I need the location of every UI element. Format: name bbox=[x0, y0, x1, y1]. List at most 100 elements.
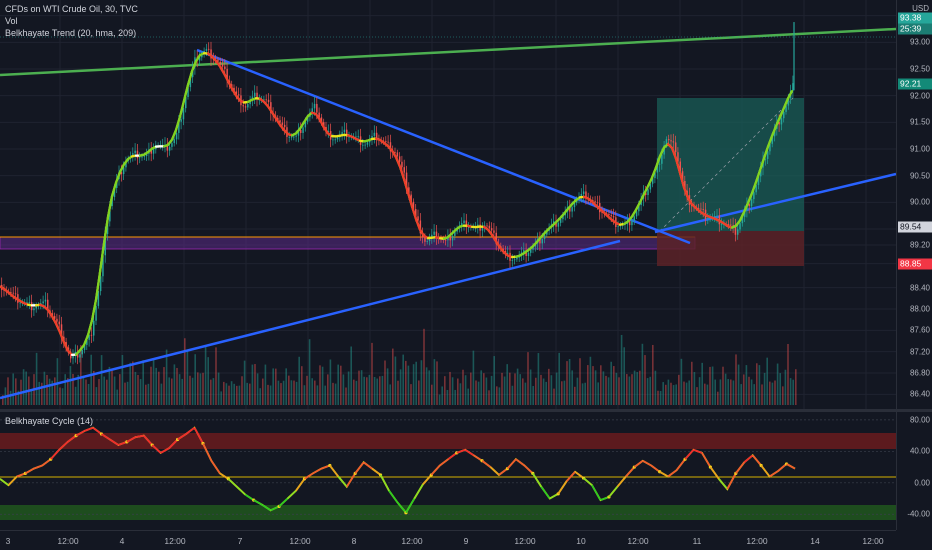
panel-separator[interactable] bbox=[0, 409, 932, 412]
candle-body bbox=[10, 292, 12, 293]
volume-bar bbox=[730, 379, 732, 405]
volume-bar bbox=[581, 383, 584, 405]
ascending-trendline-right[interactable] bbox=[654, 172, 896, 234]
candle-body bbox=[346, 129, 348, 137]
volume-bar bbox=[566, 361, 568, 405]
volume-bar bbox=[761, 384, 763, 405]
candle-body bbox=[631, 220, 633, 226]
volume-bar bbox=[683, 381, 685, 405]
volume-bar bbox=[610, 361, 612, 405]
volume-bar bbox=[142, 360, 144, 405]
candle-body bbox=[417, 216, 419, 221]
main-price-chart[interactable] bbox=[0, 0, 896, 410]
price-tick: 89.20 bbox=[909, 240, 930, 250]
cycle-segment bbox=[405, 498, 416, 514]
volume-bar bbox=[480, 370, 482, 405]
candle-body bbox=[628, 220, 631, 226]
candle-body bbox=[741, 216, 744, 224]
volume-bar bbox=[90, 354, 92, 405]
trend-segment bbox=[106, 195, 114, 218]
volume-bar bbox=[366, 377, 368, 405]
volume-bar bbox=[106, 379, 108, 405]
volume-bar bbox=[698, 377, 701, 405]
cycle-overbought-zone bbox=[0, 433, 896, 449]
volume-bar bbox=[628, 376, 631, 405]
candle-body bbox=[97, 291, 100, 306]
candle-body bbox=[47, 299, 49, 311]
time-label: 12:00 bbox=[627, 536, 649, 546]
volume-bar bbox=[319, 365, 321, 405]
volume-bar bbox=[379, 376, 381, 405]
volume-bar bbox=[100, 355, 103, 405]
volume-bar bbox=[17, 390, 20, 405]
volume-bar bbox=[25, 371, 27, 405]
volume-bar bbox=[464, 375, 467, 405]
cycle-segment bbox=[616, 475, 627, 488]
cycle-segment bbox=[278, 497, 289, 508]
volume-bar bbox=[249, 383, 251, 405]
cycle-segment bbox=[760, 464, 771, 478]
volume-bar bbox=[553, 388, 555, 405]
volume-bar bbox=[568, 359, 571, 405]
candle-body bbox=[295, 135, 297, 137]
legend-cycle[interactable]: Belkhayate Cycle (14) bbox=[5, 416, 94, 426]
candle-body bbox=[364, 144, 366, 146]
volume-bar bbox=[745, 365, 748, 405]
cycle-scale[interactable]: 80.00 40.00 0.00 -40.00 bbox=[896, 412, 932, 530]
volume-bar bbox=[766, 357, 768, 405]
time-axis[interactable]: 3 12:00 4 12:00 7 12:00 8 12:00 9 12:00 10 12:00 11 1… bbox=[0, 530, 896, 550]
candle-body bbox=[401, 161, 403, 168]
candle-body bbox=[265, 99, 267, 101]
green-channel-line[interactable] bbox=[0, 27, 896, 77]
volume-bar bbox=[535, 377, 537, 405]
volume-bar bbox=[522, 378, 524, 405]
candle-body bbox=[707, 218, 709, 220]
legend-symbol[interactable]: CFDs on WTI Crude Oil, 30, TVC bbox=[5, 4, 138, 14]
volume-bar bbox=[454, 389, 456, 405]
cycle-segment bbox=[642, 459, 652, 467]
descending-trendline[interactable] bbox=[196, 48, 691, 245]
volume-bar bbox=[7, 377, 9, 405]
cycle-segment bbox=[202, 443, 213, 462]
trend-segment bbox=[314, 113, 322, 122]
cycle-segment bbox=[379, 474, 390, 492]
candle-body bbox=[546, 230, 548, 235]
volume-bar bbox=[43, 371, 46, 405]
volume-bar bbox=[394, 356, 397, 405]
cycle-segment bbox=[693, 448, 703, 454]
candle-body bbox=[451, 235, 454, 241]
volume-bar bbox=[519, 374, 521, 405]
candle-body bbox=[247, 104, 249, 108]
volume-bar bbox=[178, 374, 181, 405]
cycle-segment bbox=[582, 477, 593, 486]
cycle-segment bbox=[185, 427, 196, 435]
candle-body bbox=[122, 167, 125, 175]
price-scale[interactable]: USD 93.5093.0092.5092.0091.5091.0090.509… bbox=[896, 0, 932, 410]
candle-body bbox=[113, 188, 116, 197]
candle-body bbox=[463, 220, 465, 224]
volume-bar bbox=[256, 373, 259, 405]
volume-bar bbox=[116, 389, 118, 405]
volume-bar bbox=[498, 387, 501, 405]
volume-bar bbox=[87, 384, 90, 405]
legend-indicator[interactable]: Belkhayate Trend (20, hma, 209) bbox=[5, 28, 137, 38]
candle-body bbox=[737, 229, 739, 235]
legend-vol[interactable]: Vol bbox=[5, 16, 18, 26]
trend-segment bbox=[674, 157, 682, 175]
target-zone bbox=[657, 98, 804, 231]
candle-body bbox=[580, 194, 583, 197]
volume-bar bbox=[282, 380, 285, 405]
volume-bar bbox=[792, 379, 794, 405]
cycle-indicator-panel[interactable] bbox=[0, 412, 896, 530]
ascending-trendline-lower[interactable] bbox=[0, 239, 621, 400]
candle-body bbox=[88, 334, 90, 340]
candle-body bbox=[467, 227, 470, 229]
candle-body bbox=[764, 158, 767, 160]
candle-body bbox=[111, 197, 113, 206]
volume-bar bbox=[654, 370, 657, 405]
volume-bar bbox=[696, 387, 698, 405]
cycle-segment bbox=[464, 449, 475, 457]
candle-body bbox=[224, 66, 226, 69]
candle-body bbox=[95, 305, 97, 321]
volume-bar bbox=[467, 388, 469, 405]
